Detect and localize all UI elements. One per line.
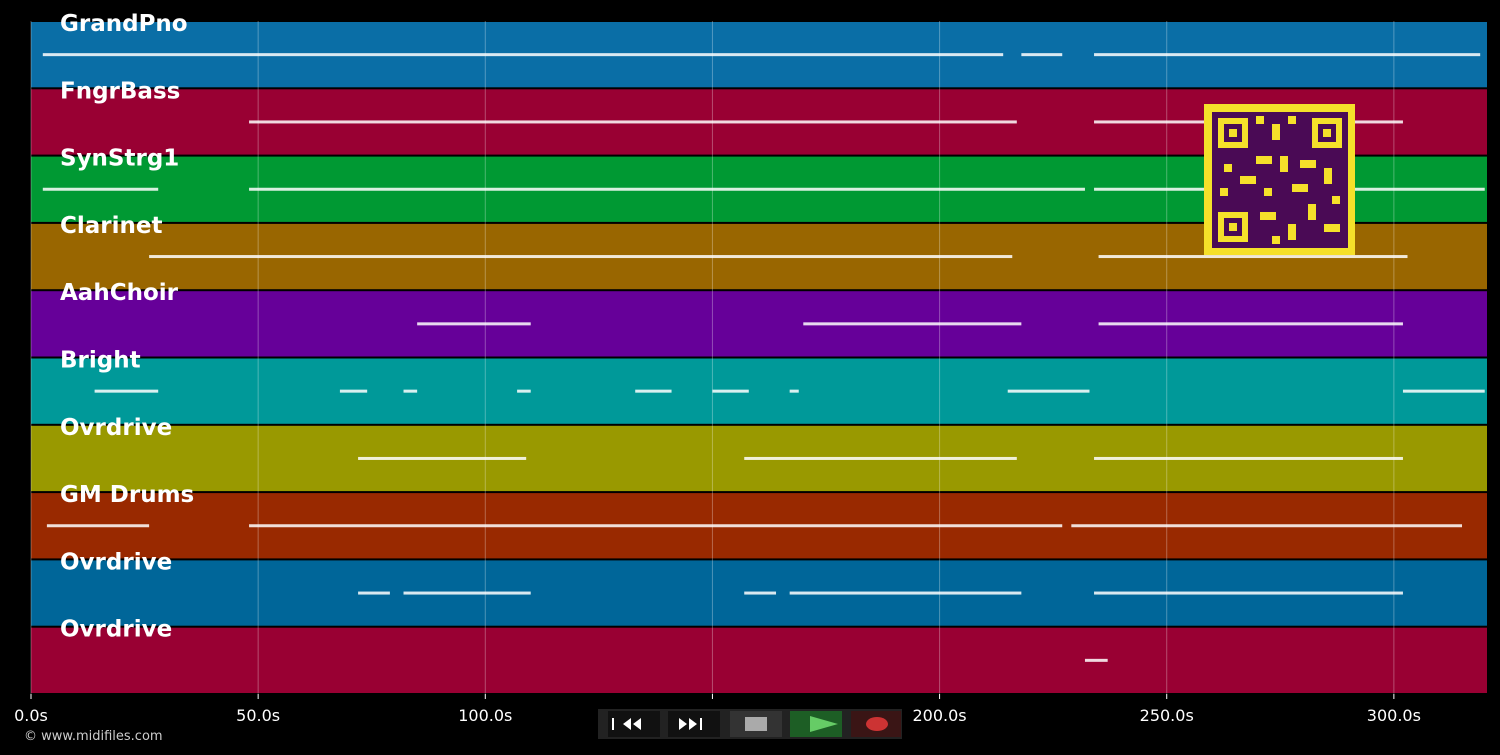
rewind-button[interactable] <box>608 711 660 737</box>
record-button[interactable] <box>851 711 901 737</box>
track-name: FngrBass <box>60 78 180 104</box>
track-name: GrandPno <box>60 11 188 37</box>
track-name: Ovrdrive <box>60 617 172 643</box>
grid <box>30 21 1395 699</box>
tick-label: 0.0s <box>14 706 48 725</box>
note-span <box>339 389 368 393</box>
tick-label: 200.0s <box>913 706 967 725</box>
track-name: SynStrg1 <box>60 146 179 172</box>
note-span <box>42 53 1004 57</box>
track-name: GM Drums <box>60 482 194 508</box>
note-span <box>1071 524 1463 528</box>
track-name: Ovrdrive <box>60 415 172 441</box>
track-lane <box>31 627 1487 693</box>
note-span <box>358 456 527 460</box>
note-span <box>744 591 777 595</box>
qr-code <box>1204 104 1355 255</box>
note-span <box>1094 456 1403 460</box>
fast-forward-button[interactable] <box>668 711 720 737</box>
note-span <box>1098 255 1408 259</box>
stop-button[interactable] <box>730 711 782 737</box>
note-span <box>249 187 1085 191</box>
tick-label: 300.0s <box>1367 706 1421 725</box>
note-span <box>1084 658 1108 662</box>
note-span <box>94 389 159 393</box>
track-name: Bright <box>60 348 141 374</box>
note-span <box>249 120 1017 124</box>
note-span <box>744 456 1017 460</box>
note-span <box>42 187 159 191</box>
note-span <box>417 322 531 326</box>
tick-label: 50.0s <box>236 706 280 725</box>
note-span <box>358 591 390 595</box>
note-span <box>249 524 1063 528</box>
note-span <box>149 255 1013 259</box>
note-span <box>403 389 418 393</box>
tick-label: 100.0s <box>458 706 512 725</box>
play-button[interactable] <box>790 711 842 737</box>
tick-label: 250.0s <box>1140 706 1194 725</box>
labels: GrandPno FngrBass SynStrg1 Clarinet AahChoir… <box>14 11 1421 725</box>
transport <box>598 709 902 739</box>
note-span <box>1098 322 1403 326</box>
note-span <box>789 389 799 393</box>
credit: © www.midifiles.com <box>24 729 163 744</box>
note-span <box>1007 389 1090 393</box>
note-span <box>1402 389 1485 393</box>
track-name: Clarinet <box>60 213 162 239</box>
note-span <box>712 389 749 393</box>
note-span <box>403 591 531 595</box>
note-span <box>803 322 1022 326</box>
track-lane <box>31 358 1487 424</box>
note-span <box>46 524 150 528</box>
note-span <box>789 591 1022 595</box>
note-span <box>517 389 531 393</box>
note-span <box>635 389 672 393</box>
track-name: Ovrdrive <box>60 549 172 575</box>
track-name: AahChoir <box>60 280 179 306</box>
note-span <box>1094 591 1403 595</box>
note-span <box>1021 53 1063 57</box>
note-span <box>1094 53 1481 57</box>
